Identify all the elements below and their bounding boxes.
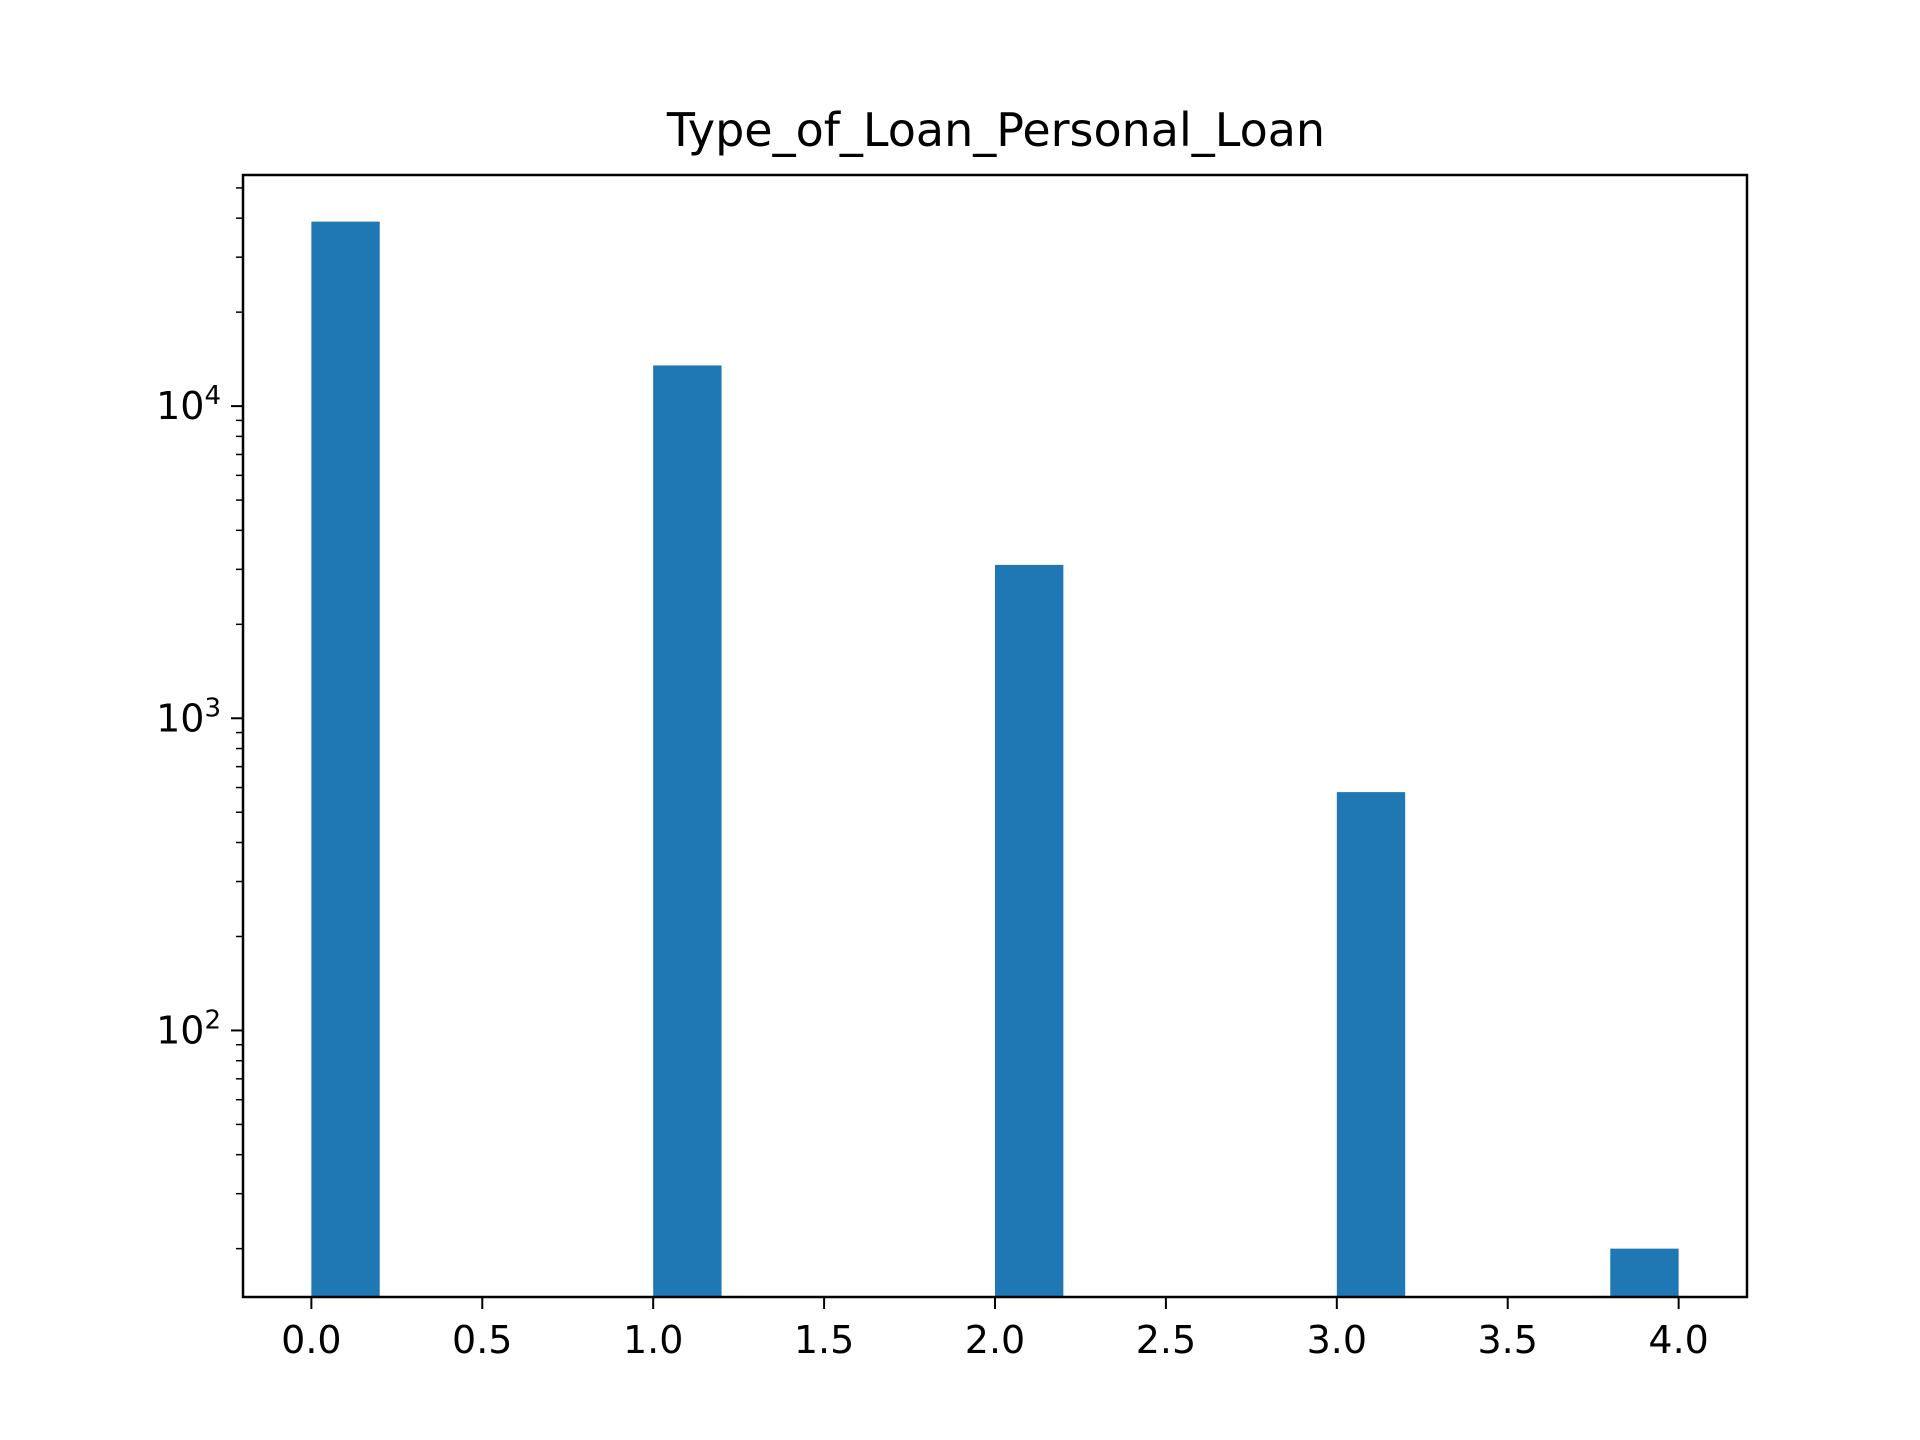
x-tick-label-4: 2.0 (965, 1318, 1025, 1362)
histogram-bar-4 (1610, 1248, 1679, 1297)
y-tick-label-0: 102 (156, 1005, 221, 1052)
x-tick-label-0: 0.0 (281, 1318, 341, 1362)
y-tick-label-1: 103 (156, 693, 221, 740)
chart-title: Type_of_Loan_Personal_Loan (666, 103, 1325, 157)
y-tick-label-2: 104 (156, 381, 221, 428)
histogram-bar-3 (1336, 792, 1406, 1297)
x-tick-label-3: 1.5 (794, 1318, 854, 1362)
bars-group (311, 221, 1679, 1298)
x-tick-label-8: 4.0 (1648, 1318, 1708, 1362)
x-tick-label-2: 1.0 (623, 1318, 683, 1362)
x-tick-label-6: 3.0 (1307, 1318, 1367, 1362)
x-axis: 0.0 0.5 1.0 1.5 2.0 2.5 3.0 3.5 4.0 (281, 1297, 1709, 1362)
histogram-bar-2 (995, 564, 1064, 1297)
x-tick-label-1: 0.5 (452, 1318, 512, 1362)
histogram-bar-0 (311, 221, 380, 1298)
x-tick-label-7: 3.5 (1478, 1318, 1538, 1362)
plot-frame (241, 173, 1749, 1299)
y-axis: 102 103 104 (156, 187, 243, 1250)
x-tick-label-5: 2.5 (1136, 1318, 1196, 1362)
histogram-bar-1 (653, 365, 722, 1297)
